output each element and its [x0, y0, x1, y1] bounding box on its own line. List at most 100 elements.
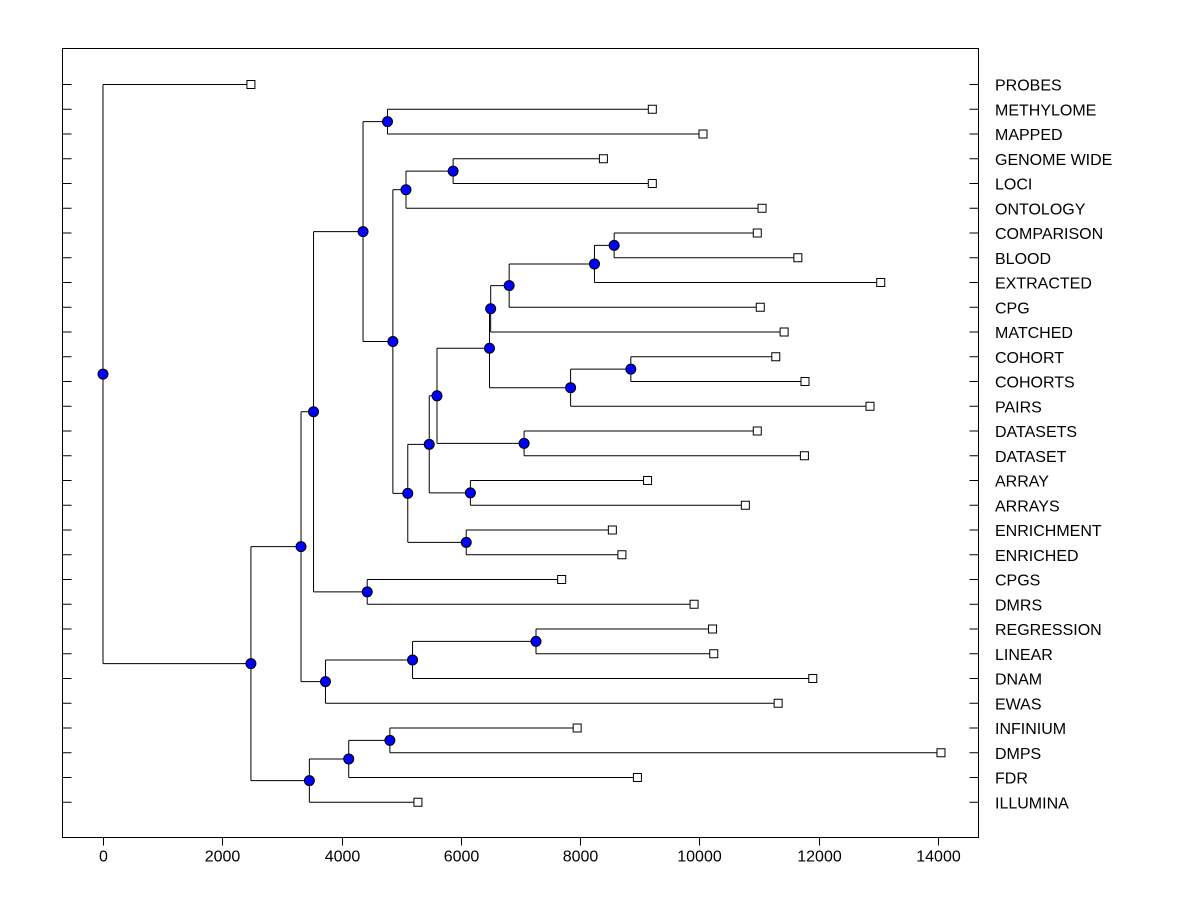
merge-node: [407, 654, 419, 666]
x-tick-label: 14000: [916, 849, 961, 866]
merge-node: [402, 487, 414, 499]
leaf-node: [799, 451, 809, 461]
leaf-label: CPG: [995, 300, 1030, 317]
leaf-node: [936, 748, 946, 758]
merge-node: [530, 635, 542, 647]
merge-node: [447, 165, 459, 177]
leaf-label: REGRESSION: [995, 622, 1102, 639]
leaf-node: [708, 624, 718, 634]
leaf-label: FDR: [995, 771, 1028, 788]
leaf-node: [793, 253, 803, 263]
leaf-label: COHORT: [995, 350, 1064, 367]
merge-node: [423, 438, 435, 450]
leaf-label: LOCI: [995, 177, 1032, 194]
leaf-node: [865, 401, 875, 411]
leaf-label: ARRAY: [995, 474, 1049, 491]
leaf-node: [572, 723, 582, 733]
merge-node: [381, 116, 393, 128]
leaf-node: [698, 129, 708, 139]
leaf-label: DMPS: [995, 746, 1041, 763]
merge-node: [343, 753, 355, 765]
leaf-node: [800, 377, 810, 386]
merge-node: [485, 303, 497, 315]
merge-node: [387, 336, 399, 348]
leaf-label: DATASET: [995, 449, 1067, 466]
leaf-node: [752, 426, 762, 436]
leaf-node: [246, 80, 256, 89]
merge-node: [361, 586, 373, 598]
leaf-label: GENOME WIDE: [995, 152, 1112, 169]
leaf-label: DNAM: [995, 672, 1042, 689]
leaf-node: [808, 674, 818, 683]
leaf-node: [689, 599, 699, 609]
leaf-label: MATCHED: [995, 325, 1073, 342]
leaf-label: PAIRS: [995, 399, 1042, 416]
leaf-node: [740, 500, 750, 510]
leaf-label: ONTOLOGY: [995, 201, 1086, 218]
leaf-label: LINEAR: [995, 647, 1053, 664]
leaf-label: ENRICHMENT: [995, 523, 1102, 540]
leaf-node: [643, 476, 653, 485]
leaf-node: [617, 550, 627, 560]
leaf-label: DMRS: [995, 597, 1042, 614]
merge-node: [464, 487, 476, 499]
leaf-label: ARRAYS: [995, 498, 1060, 515]
labels-layer: PROBES METHYLOME MAPPED GENOME WIDE LOCI ONTO…: [995, 78, 1112, 813]
leaf-label: ENRICHED: [995, 548, 1079, 565]
merge-node: [97, 368, 109, 380]
leaf-node: [773, 698, 783, 708]
x-tick-label: 12000: [797, 849, 842, 866]
x-tick-label: 0: [99, 849, 108, 866]
leaf-label: METHYLOME: [995, 102, 1096, 119]
merge-node: [384, 734, 396, 746]
leaf-node: [771, 352, 781, 362]
merge-node: [608, 239, 620, 251]
leaf-label: PROBES: [995, 78, 1062, 95]
x-tick-label: 6000: [444, 849, 480, 866]
x-tick-label: 2000: [205, 849, 241, 866]
x-tick-label: 4000: [325, 849, 361, 866]
leaf-node: [557, 575, 567, 584]
leaf-node: [779, 327, 789, 337]
tick-layer: 0 2000 4000 6000 8000 10000 12000 14000: [62, 84, 979, 866]
leaf-node: [598, 154, 608, 164]
plot-frame: [62, 48, 979, 838]
leaf-label: BLOOD: [995, 251, 1051, 268]
x-tick-label: 10000: [677, 849, 722, 866]
leaf-label: COMPARISON: [995, 226, 1103, 243]
leaf-node: [755, 302, 765, 312]
leaf-node: [607, 525, 617, 535]
nodes-layer: [97, 80, 946, 807]
merge-node: [295, 541, 307, 553]
merge-node: [483, 342, 495, 354]
merge-node: [400, 184, 412, 196]
leaf-label: EXTRACTED: [995, 276, 1092, 293]
merge-node: [460, 536, 472, 548]
merge-node: [518, 437, 530, 449]
leaf-label: INFINIUM: [995, 721, 1066, 738]
leaf-node: [757, 203, 767, 213]
leaf-node: [752, 228, 762, 238]
merge-node: [303, 775, 315, 787]
x-tick-label: 8000: [563, 849, 599, 866]
leaf-node: [647, 104, 657, 114]
leaf-node: [632, 773, 642, 782]
leaf-label: DATASETS: [995, 424, 1077, 441]
merge-node: [625, 363, 637, 375]
leaf-node: [413, 797, 423, 807]
leaf-node: [876, 278, 886, 287]
leaf-node: [709, 649, 719, 659]
merge-node: [431, 390, 443, 402]
leaf-label: EWAS: [995, 696, 1042, 713]
merge-node: [588, 258, 600, 270]
leaf-label: COHORTS: [995, 375, 1075, 392]
merge-node: [308, 406, 320, 418]
leaf-node: [647, 179, 657, 188]
leaf-label: ILLUMINA: [995, 795, 1069, 812]
leaf-label: CPGS: [995, 573, 1040, 590]
merge-node: [503, 280, 515, 292]
merge-node: [565, 382, 577, 394]
merge-node: [319, 676, 331, 688]
